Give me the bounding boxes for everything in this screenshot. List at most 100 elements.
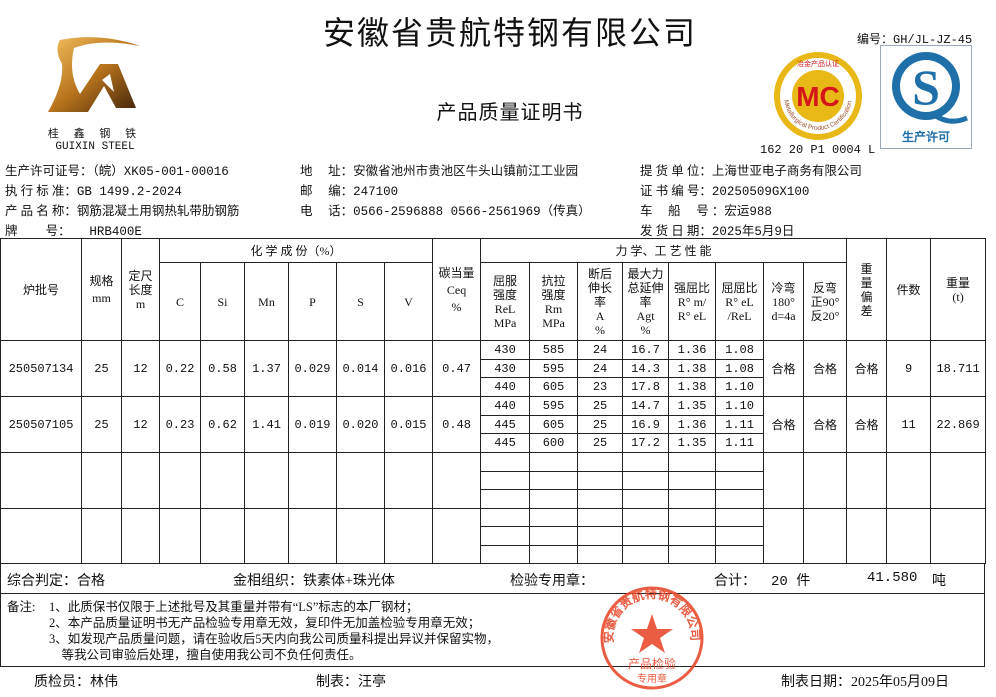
mech-value: 1.38 bbox=[668, 358, 717, 379]
header-length-line: m bbox=[135, 296, 146, 311]
empty-cell bbox=[244, 507, 289, 565]
mech-value: 1.35 bbox=[668, 433, 717, 454]
empty-cell bbox=[668, 470, 717, 491]
empty-cell bbox=[668, 452, 717, 472]
document-number: 编号：GH/JL-JZ-45 bbox=[857, 33, 973, 47]
mech-value: 17.8 bbox=[622, 377, 670, 398]
chem-value: 0.22 bbox=[159, 339, 201, 398]
empty-cell bbox=[200, 452, 245, 509]
empty-cell bbox=[622, 526, 670, 546]
header-spec: 规格 mm bbox=[81, 238, 122, 341]
empty-cell bbox=[577, 544, 624, 565]
empty-cell bbox=[668, 489, 717, 509]
header-mech-5-line: 屈屈比 bbox=[721, 280, 758, 295]
header-mech-4-line: R° m/ bbox=[677, 294, 707, 309]
info-value: 宏运988 bbox=[724, 205, 772, 219]
mech-value: 14.3 bbox=[622, 358, 670, 379]
mc-certification-icon: MC Metallurgical Product Certification 冶… bbox=[774, 52, 862, 140]
header-mech-7-line: 反20° bbox=[810, 308, 840, 323]
notes-line: 3、如发现产品质量问题，请在验收后5天内向我公司质量科提出异议并保留实物， bbox=[49, 632, 500, 646]
empty-cell bbox=[846, 507, 888, 565]
header-chemical-composition: 化 学 成 份（%） bbox=[158, 238, 434, 263]
empty-cell bbox=[336, 507, 385, 565]
summary-row: 综合判定：合格 金相组织：铁素体+珠光体 检验专用章： 合计： 20 件 41.… bbox=[0, 563, 985, 594]
header-length-line: 定尺 bbox=[128, 268, 153, 283]
empty-cell bbox=[480, 489, 531, 509]
info-value: 2025年5月9日 bbox=[711, 225, 795, 239]
heat-no: 250507105 bbox=[0, 396, 82, 454]
info-value: 安徽省池州市贵池区牛头山镇前江工业园 bbox=[353, 165, 579, 179]
empty-cell bbox=[886, 507, 932, 565]
mech-value: 600 bbox=[529, 433, 579, 454]
info-label: 车 船 号 ： bbox=[640, 204, 725, 218]
mech-value: 595 bbox=[529, 358, 579, 379]
notes-line: 等我公司审验后处理，擅自使用我公司不负任何责任。 bbox=[49, 648, 362, 662]
header-ceq-line: Ceq bbox=[446, 282, 467, 297]
info-field: 证 书 编 号：20250509GX100 bbox=[640, 182, 862, 202]
empty-cell bbox=[529, 526, 579, 546]
empty-cell bbox=[577, 526, 624, 546]
reverse-bend-result: 合格 bbox=[803, 339, 848, 398]
info-label: 证 书 编 号： bbox=[640, 184, 712, 198]
mech-value: 1.35 bbox=[668, 396, 717, 416]
empty-cell bbox=[244, 452, 289, 509]
header-ceq-line: % bbox=[451, 299, 462, 314]
header-weight-deviation-line: 偏 bbox=[860, 289, 873, 304]
empty-cell bbox=[577, 452, 624, 472]
mech-value: 440 bbox=[480, 377, 531, 398]
info-value: 20250509GX100 bbox=[711, 185, 810, 199]
empty-cell bbox=[668, 507, 717, 528]
header-length: 定尺 长度 m bbox=[121, 238, 160, 341]
empty-cell bbox=[622, 470, 670, 491]
svg-text:冶金产品认证: 冶金产品认证 bbox=[797, 59, 839, 68]
mech-value: 1.11 bbox=[715, 414, 765, 435]
pieces: 11 bbox=[886, 396, 932, 454]
empty-cell bbox=[668, 526, 717, 546]
weight: 22.869 bbox=[930, 396, 987, 454]
header-mech-3-line: 总延伸 bbox=[627, 280, 664, 295]
header-chem-s: S bbox=[336, 262, 385, 341]
empty-cell bbox=[886, 452, 932, 509]
empty-cell bbox=[763, 452, 805, 509]
header-chem-mn: Mn bbox=[244, 262, 289, 341]
empty-cell bbox=[715, 470, 765, 491]
info-field: 生产许可证号：（皖）XK05-001-00016 bbox=[5, 162, 239, 182]
mech-value: 23 bbox=[577, 377, 624, 398]
info-field: 邮 编：247100 bbox=[300, 182, 591, 202]
header-mech-3-line: Agt bbox=[636, 308, 655, 323]
mech-value: 1.36 bbox=[668, 414, 717, 435]
info-field: 电 话：0566-2596888 0566-2561969（传真） bbox=[300, 202, 591, 222]
mech-value: 1.38 bbox=[668, 377, 717, 398]
reverse-bend-result: 合格 bbox=[803, 396, 848, 454]
mech-value: 14.7 bbox=[622, 396, 670, 416]
mech-value: 440 bbox=[480, 396, 531, 416]
mech-value: 24 bbox=[577, 358, 624, 379]
mech-value: 585 bbox=[529, 340, 579, 360]
empty-cell bbox=[715, 489, 765, 509]
inspection-stamp-label: 检验专用章： bbox=[510, 574, 594, 589]
header-mech-6-line: 冷弯 bbox=[771, 280, 796, 295]
info-field: 提 货 单 位：上海世亚电子商务有限公司 bbox=[640, 162, 862, 182]
total-weight: 41.580 bbox=[867, 570, 918, 586]
header-mech-6: 冷弯 180° d=4a bbox=[763, 262, 805, 341]
empty-cell bbox=[121, 452, 160, 509]
total-label: 合计： bbox=[714, 574, 756, 589]
empty-cell bbox=[0, 507, 82, 565]
empty-cell bbox=[622, 507, 670, 528]
ceq-value: 0.48 bbox=[432, 396, 482, 454]
header-heat-no: 炉批号 bbox=[0, 238, 82, 341]
cold-bend-result: 合格 bbox=[763, 396, 805, 454]
empty-cell bbox=[803, 507, 848, 565]
header-mech-3-line: % bbox=[640, 322, 651, 337]
info-value: GB 1499.2-2024 bbox=[76, 185, 182, 199]
info-field: 牌 号： HRB400E bbox=[5, 222, 239, 242]
header-mech-6-line: 180° bbox=[772, 294, 795, 309]
mech-value: 605 bbox=[529, 377, 579, 398]
header-weight-deviation-line: 差 bbox=[860, 303, 873, 318]
mech-value: 430 bbox=[480, 340, 531, 360]
header-mech-0-line: MPa bbox=[493, 315, 517, 330]
preparation-date: 制表日期：2025年05月09日 bbox=[781, 675, 949, 690]
weight-unit: 吨 bbox=[932, 574, 946, 589]
empty-cell bbox=[577, 507, 624, 528]
empty-cell bbox=[529, 470, 579, 491]
